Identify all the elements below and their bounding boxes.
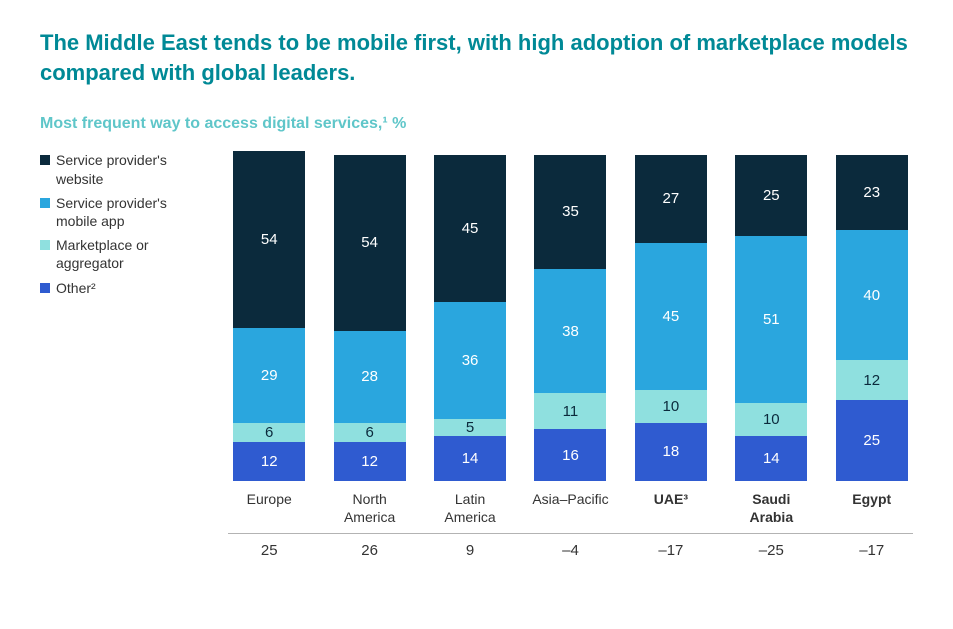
footer-value: –25 bbox=[730, 542, 812, 559]
bar-segment: 14 bbox=[735, 436, 807, 482]
bar-segment: 36 bbox=[434, 302, 506, 420]
bar-segment: 12 bbox=[836, 360, 908, 399]
legend-label: Service provider's mobile app bbox=[56, 194, 200, 230]
bar-column: 14105125 Saudi Arabia bbox=[730, 155, 812, 528]
bar-segment: 27 bbox=[635, 155, 707, 243]
bar-stack: 25124023 bbox=[836, 155, 908, 482]
bar-stack: 1262854 bbox=[334, 155, 406, 482]
bar-column: 25124023 Egypt bbox=[831, 155, 913, 528]
legend-swatch bbox=[40, 155, 50, 165]
bar-segment: 10 bbox=[635, 390, 707, 423]
category-label: Europe bbox=[247, 491, 292, 527]
footer-value: –4 bbox=[529, 542, 611, 559]
category-label: Latin America bbox=[444, 491, 495, 527]
category-label: Asia–Pacific bbox=[532, 491, 608, 527]
legend-label: Marketplace or aggregator bbox=[56, 236, 200, 272]
legend-item: Other² bbox=[40, 279, 200, 297]
bar-column: 1453645 Latin America bbox=[429, 155, 511, 528]
bar-segment: 54 bbox=[233, 151, 305, 327]
bar-segment: 45 bbox=[635, 243, 707, 390]
bar-segment: 12 bbox=[334, 442, 406, 481]
chart-zone: 1262954Europe1262854North America1453645… bbox=[228, 151, 913, 559]
chart-title: The Middle East tends to be mobile first… bbox=[40, 28, 910, 87]
bar-segment: 54 bbox=[334, 155, 406, 331]
legend-item: Service provider's mobile app bbox=[40, 194, 200, 230]
bar-segment: 28 bbox=[334, 331, 406, 422]
bar-segment: 14 bbox=[434, 436, 506, 482]
bar-segment: 35 bbox=[534, 155, 606, 269]
bar-segment: 29 bbox=[233, 328, 305, 423]
bar-stack: 16113835 bbox=[534, 155, 606, 482]
bars-container: 1262954Europe1262854North America1453645… bbox=[228, 151, 913, 527]
bar-segment: 45 bbox=[434, 155, 506, 302]
legend-label: Other² bbox=[56, 279, 96, 297]
bar-segment: 5 bbox=[434, 419, 506, 435]
footer-value: 25 bbox=[228, 542, 310, 559]
category-label: Saudi Arabia bbox=[750, 491, 794, 527]
bar-segment: 23 bbox=[836, 155, 908, 230]
bar-segment: 6 bbox=[233, 423, 305, 443]
legend-label: Service provider's website bbox=[56, 151, 200, 187]
legend-swatch bbox=[40, 283, 50, 293]
bar-column: 1262954 Europe bbox=[228, 151, 310, 527]
legend-item: Service provider's website bbox=[40, 151, 200, 187]
legend: Service provider's website Service provid… bbox=[40, 151, 200, 559]
bar-segment: 40 bbox=[836, 230, 908, 361]
bar-segment: 51 bbox=[735, 236, 807, 403]
bar-segment: 18 bbox=[635, 423, 707, 482]
footer-divider bbox=[228, 533, 913, 534]
footer-row: 25 26 9 –4 –17 –25 –17 bbox=[228, 542, 913, 559]
footer-value: –17 bbox=[630, 542, 712, 559]
category-label: Egypt bbox=[852, 491, 891, 527]
legend-swatch bbox=[40, 198, 50, 208]
bar-column: 18104527 UAE³ bbox=[630, 155, 712, 528]
chart-content: Service provider's website Service provid… bbox=[40, 151, 913, 559]
bar-column: 16113835 Asia–Pacific bbox=[529, 155, 611, 528]
footer-value: 26 bbox=[328, 542, 410, 559]
bar-segment: 25 bbox=[836, 400, 908, 482]
bar-stack: 18104527 bbox=[635, 155, 707, 482]
bar-stack: 1262954 bbox=[233, 151, 305, 481]
category-label: North America bbox=[344, 491, 395, 527]
bar-segment: 10 bbox=[735, 403, 807, 436]
bar-segment: 6 bbox=[334, 423, 406, 443]
bar-segment: 25 bbox=[735, 155, 807, 237]
bar-stack: 1453645 bbox=[434, 155, 506, 482]
footer-value: –17 bbox=[831, 542, 913, 559]
bar-segment: 38 bbox=[534, 269, 606, 393]
bar-column: 1262854 North America bbox=[328, 155, 410, 528]
chart-subtitle: Most frequent way to access digital serv… bbox=[40, 115, 913, 133]
bar-segment: 16 bbox=[534, 429, 606, 481]
legend-item: Marketplace or aggregator bbox=[40, 236, 200, 272]
footer-value: 9 bbox=[429, 542, 511, 559]
category-label: UAE³ bbox=[654, 491, 688, 527]
bar-segment: 11 bbox=[534, 393, 606, 429]
bar-stack: 14105125 bbox=[735, 155, 807, 482]
legend-swatch bbox=[40, 240, 50, 250]
bar-segment: 12 bbox=[233, 442, 305, 481]
